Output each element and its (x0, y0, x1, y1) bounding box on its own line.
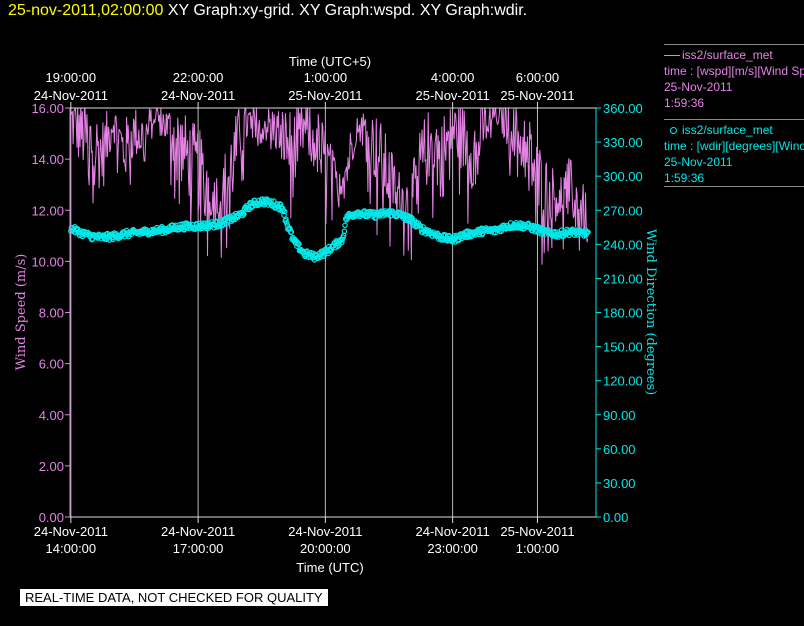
bottom-tick-time: 20:00:00 (300, 541, 351, 556)
top-tick-date: 24-Nov-2011 (34, 88, 108, 103)
left-tick-label: 16.00 (31, 101, 64, 116)
wind-direction-point (585, 229, 591, 235)
top-tick-date: 25-Nov-2011 (416, 88, 490, 103)
wind-direction-point (281, 208, 288, 215)
top-tick-date: 25-Nov-2011 (500, 88, 574, 103)
legend-wind-speed-date: 25-Nov-2011 (664, 80, 733, 94)
top-axis-ticks: 19:00:00 24-Nov-2011 22:00:00 24-Nov-2011 1:… (34, 70, 575, 108)
legend-wind-direction-line1: time : [wdir][degrees][Wind Direction] (664, 139, 804, 153)
header-timestamp: 25-nov-2011,02:00:00 (8, 2, 164, 19)
bottom-tick-date: 25-Nov-2011 (500, 524, 574, 539)
wind-direction-point (281, 212, 287, 219)
right-tick-label: 180.00 (603, 306, 643, 321)
top-tick-time: 19:00:00 (46, 70, 97, 85)
wind-speed-line (70, 108, 589, 265)
legend-wind-direction-time: 1:59:36 (664, 171, 705, 185)
right-tick-label: 120.00 (603, 374, 643, 389)
right-tick-label: 30.00 (603, 476, 636, 491)
wind-direction-point (274, 201, 281, 207)
wind-direction-point (288, 229, 295, 235)
bottom-tick-date: 24-Nov-2011 (161, 524, 235, 539)
top-tick-time: 22:00:00 (173, 70, 224, 85)
bottom-tick-date: 24-Nov-2011 (34, 524, 108, 539)
right-tick-label: 360.00 (603, 101, 643, 116)
legend-wind-direction-title-row: iss2/surface_met (664, 122, 804, 138)
left-tick-label: 4.00 (39, 408, 64, 423)
top-axis-title: Time (UTC+5) (289, 54, 371, 69)
bottom-tick-time: 23:00:00 (427, 541, 478, 556)
legend-wind-speed: iss2/surface_met time : [wspd][m/s][Wind… (664, 44, 804, 111)
wind-direction-point (538, 231, 545, 237)
legend-wind-speed-line1: time : [wspd][m/s][Wind Speed] (664, 64, 804, 78)
wind-direction-point (338, 239, 345, 246)
legend-wind-speed-title: iss2/surface_met (682, 48, 773, 62)
right-axis-ticks: 0.00 30.00 60.00 90.00 120.00 150.00 180.00 210… (596, 101, 643, 525)
legend-circle-swatch (670, 127, 677, 135)
top-tick-date: 24-Nov-2011 (161, 88, 235, 103)
right-tick-label: 150.00 (603, 340, 643, 355)
wind-direction-point (241, 211, 247, 217)
right-tick-label: 300.00 (603, 169, 643, 184)
left-tick-label: 0.00 (39, 510, 64, 525)
wind-direction-point (321, 253, 327, 260)
top-tick-time: 6:00:00 (516, 70, 559, 85)
bottom-axis-ticks: 24-Nov-2011 14:00:00 24-Nov-2011 17:00:00 24… (34, 517, 575, 556)
wind-direction-point (417, 223, 424, 229)
right-tick-label: 240.00 (603, 237, 643, 252)
left-tick-label: 6.00 (39, 357, 64, 372)
quality-warning-banner: REAL-TIME DATA, NOT CHECKED FOR QUALITY (20, 589, 328, 606)
wind-speed-series (70, 108, 589, 265)
bottom-tick-time: 14:00:00 (46, 541, 97, 556)
y-axis-right-title: Wind Direction (degrees) (643, 229, 658, 395)
left-tick-label: 8.00 (39, 306, 64, 321)
left-tick-label: 12.00 (31, 203, 64, 218)
wind-direction-point (296, 241, 302, 247)
left-axis-ticks: 0.00 2.00 4.00 6.00 8.00 10.00 12.00 14.00 16.00 (31, 101, 70, 525)
legend-wind-direction-date: 25-Nov-2011 (664, 155, 733, 169)
right-tick-label: 330.00 (603, 135, 643, 150)
header-graph-list: XY Graph:xy-grid. XY Graph:wspd. XY Grap… (167, 2, 528, 19)
top-tick-time: 4:00:00 (431, 70, 474, 85)
bottom-tick-date: 24-Nov-2011 (416, 524, 490, 539)
left-tick-label: 14.00 (31, 152, 64, 167)
header: 25-nov-2011,02:00:00 XY Graph:xy-grid. X… (8, 2, 527, 20)
wind-direction-point (283, 220, 290, 226)
top-tick-date: 25-Nov-2011 (288, 88, 362, 103)
x-axis-title: Time (UTC) (296, 560, 363, 575)
wind-direction-point (249, 203, 256, 210)
right-tick-label: 210.00 (603, 271, 643, 286)
bottom-tick-date: 24-Nov-2011 (288, 524, 362, 539)
legend-wind-speed-time: 1:59:36 (664, 96, 705, 110)
legend: iss2/surface_met time : [wspd][m/s][Wind… (664, 44, 804, 187)
bottom-tick-time: 17:00:00 (173, 541, 224, 556)
wind-direction-point (283, 216, 289, 223)
y-axis-left-title: Wind Speed (m/s) (14, 254, 29, 371)
legend-wind-speed-title-row: iss2/surface_met (664, 47, 804, 63)
wind-direction-point (342, 222, 348, 229)
wind-direction-point (341, 228, 348, 235)
left-tick-label: 10.00 (31, 254, 64, 269)
right-tick-label: 270.00 (603, 203, 643, 218)
right-tick-label: 60.00 (603, 442, 636, 457)
wind-direction-point (566, 232, 572, 239)
right-tick-label: 90.00 (603, 408, 636, 423)
wind-direction-series (68, 196, 591, 263)
wind-direction-point (287, 226, 293, 232)
right-tick-label: 0.00 (603, 510, 628, 525)
legend-wind-direction: iss2/surface_met time : [wdir][degrees][… (664, 119, 804, 187)
bottom-tick-time: 1:00:00 (516, 541, 559, 556)
legend-line-swatch (664, 55, 680, 57)
wind-direction-point (535, 230, 542, 236)
top-tick-time: 1:00:00 (304, 70, 347, 85)
left-tick-label: 2.00 (39, 459, 64, 474)
legend-wind-direction-title: iss2/surface_met (682, 123, 773, 137)
